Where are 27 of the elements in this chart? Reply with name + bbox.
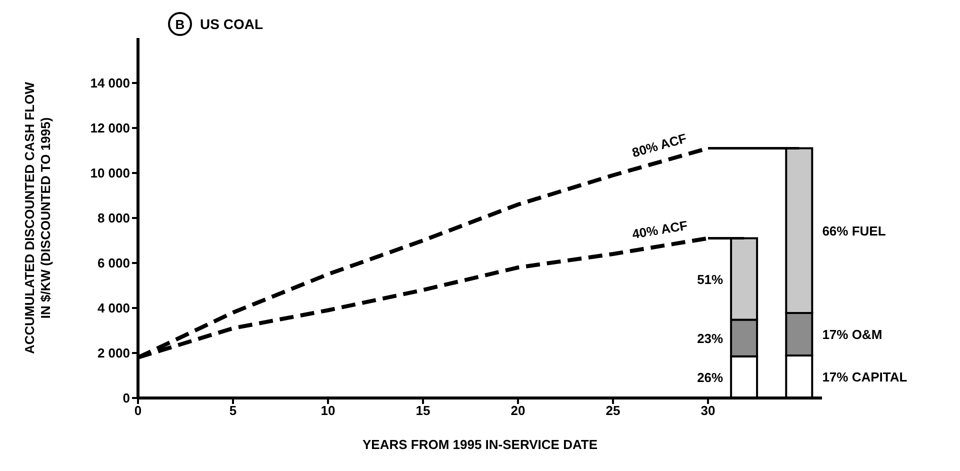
x-tick-label: 30 — [700, 403, 716, 418]
y-tick-label: 6 000 — [97, 256, 130, 271]
annotation: 23% — [697, 331, 724, 346]
y-axis-title: ACCUMULATED DISCOUNTED CASH FLOW IN $/KW (DISCOUNTED TO 1995) — [22, 81, 53, 354]
x-tick-label: 20 — [510, 403, 526, 418]
y-tick-label: 0 — [122, 390, 130, 406]
annotation: 51% — [697, 272, 724, 287]
text: 40% ACF — [630, 218, 689, 242]
text: 17% O&M — [822, 327, 882, 342]
chart-title: US COAL — [200, 16, 263, 32]
x-tick-label: 25 — [606, 403, 620, 418]
y-tick-label: 12 000 — [90, 120, 130, 136]
annotation: 26% — [697, 370, 724, 386]
text: B — [168, 12, 192, 36]
x-tick-label: 5 — [229, 403, 237, 418]
x-tick-label: 15 — [416, 403, 430, 418]
y-tick-label: 4 000 — [97, 300, 130, 316]
x-axis-title: YEARS FROM 1995 IN-SERVICE DATE — [362, 437, 598, 452]
text: 17% CAPITAL — [822, 370, 908, 385]
y-tick-label: 8 000 — [97, 210, 130, 226]
y-tick-label: 14 000 — [90, 76, 130, 91]
y-tick-label: 2 000 — [97, 346, 130, 361]
text: 66% FUEL — [822, 224, 886, 239]
y-tick-label: 10 000 — [90, 166, 130, 181]
x-tick-label: 0 — [134, 403, 142, 418]
x-tick-label: 10 — [320, 403, 336, 418]
text: 80% ACF — [630, 130, 688, 160]
